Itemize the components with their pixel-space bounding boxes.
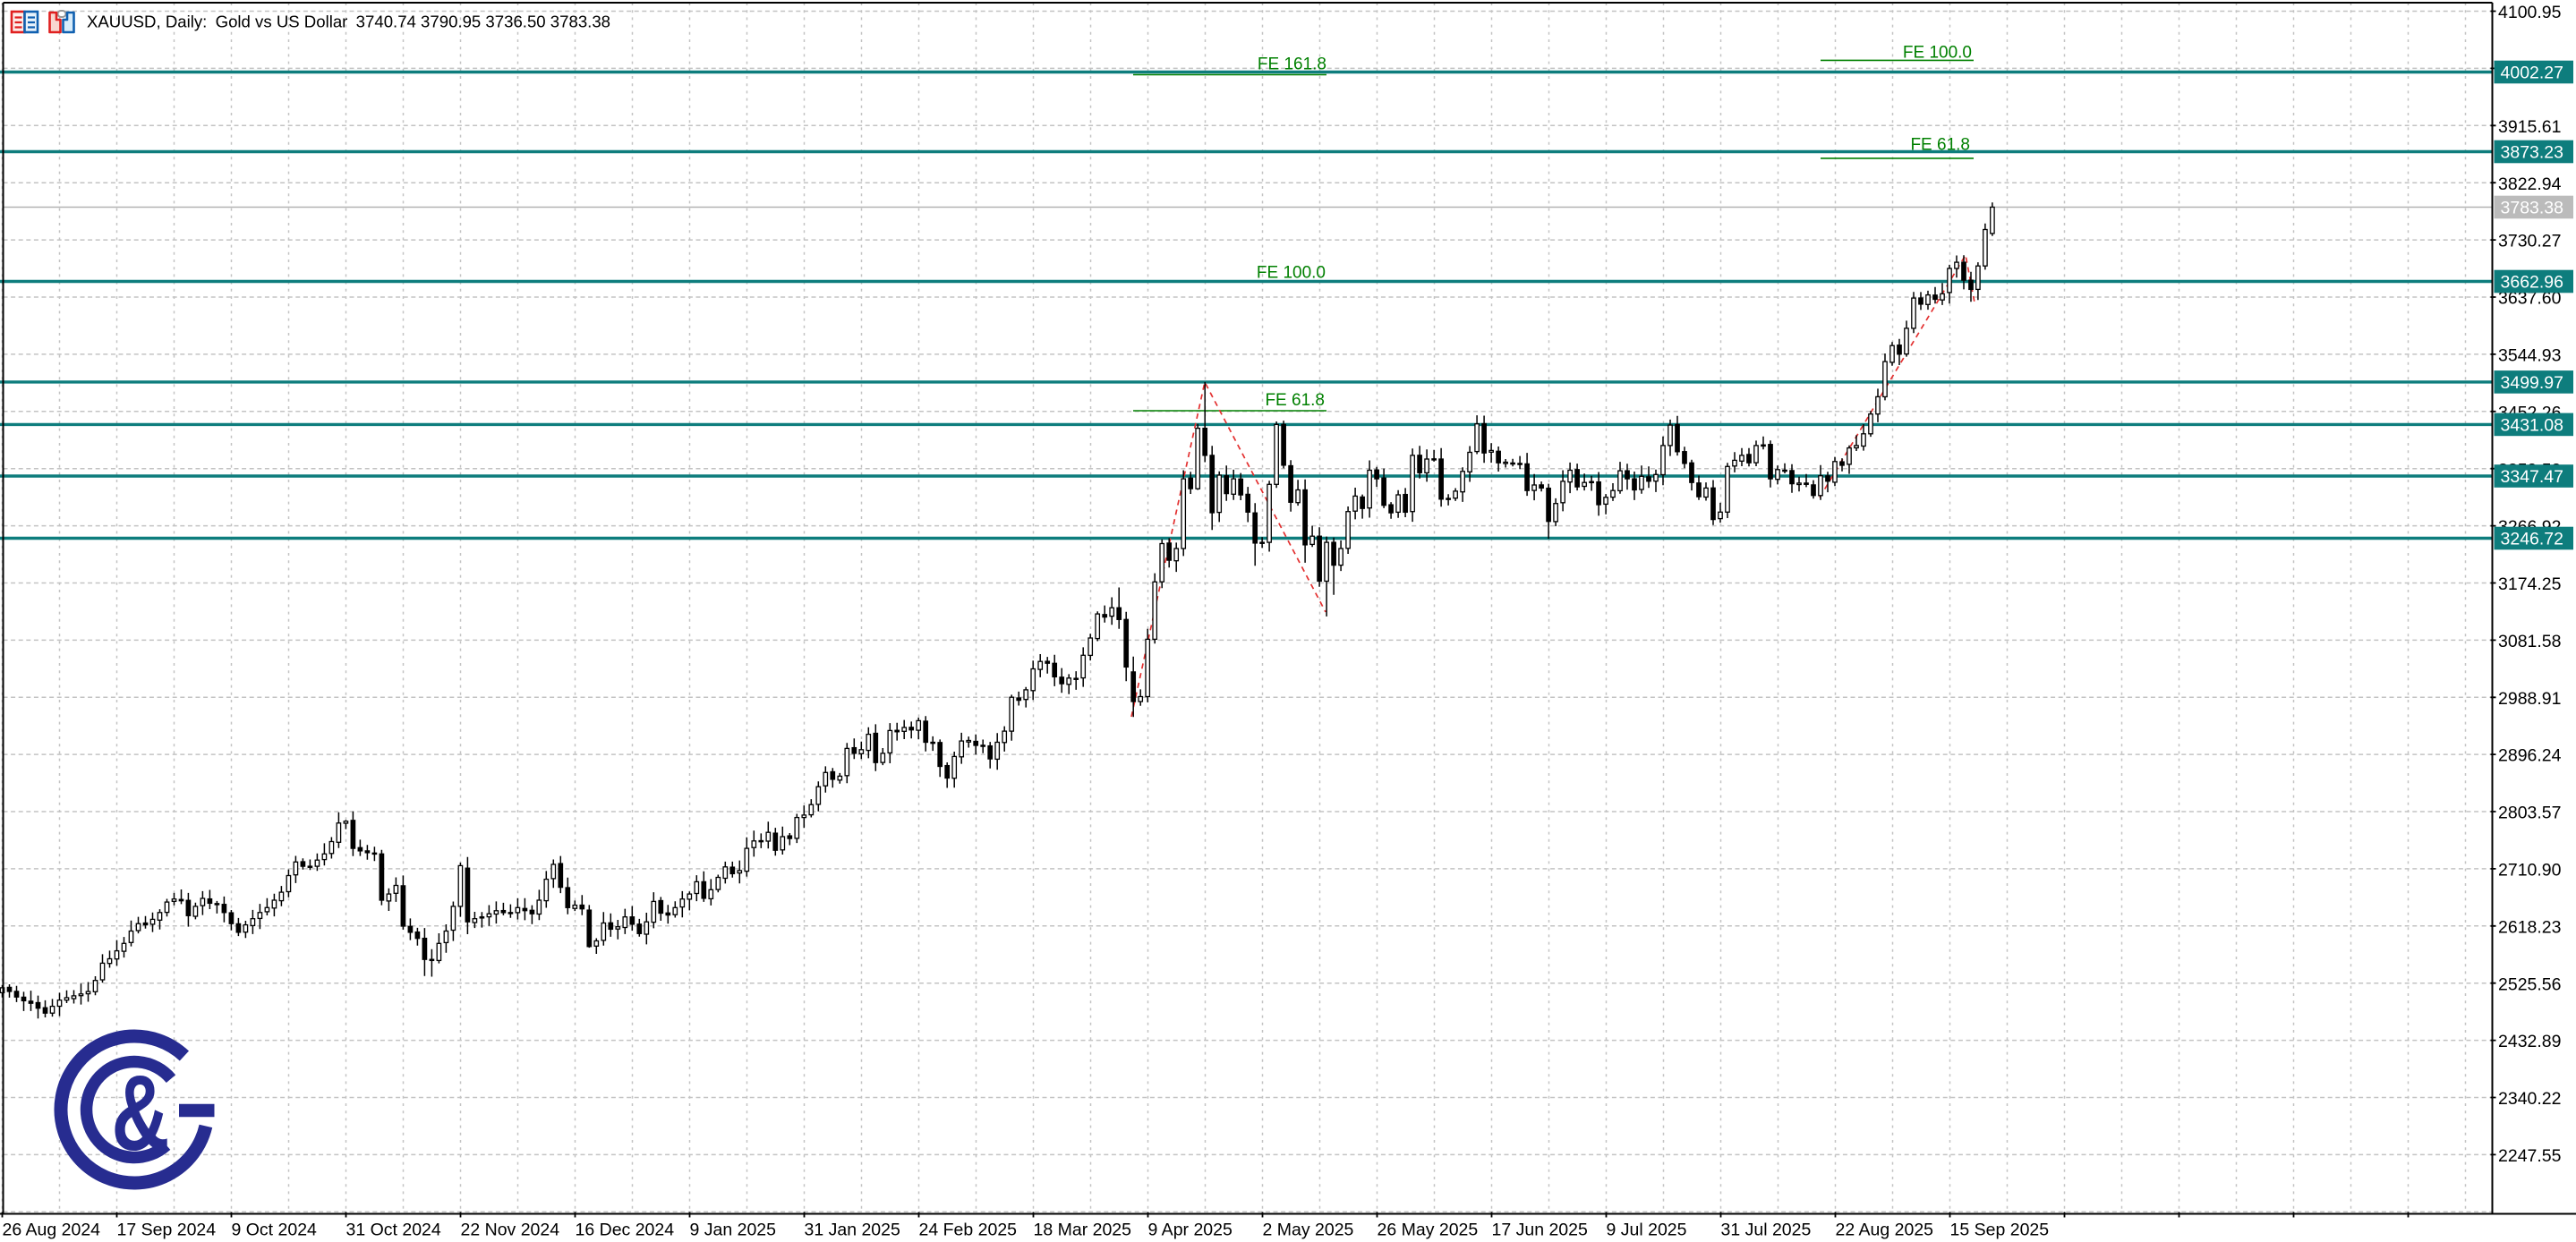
svg-text:2525.56: 2525.56 [2498, 974, 2562, 994]
svg-text:3347.47: 3347.47 [2501, 467, 2564, 487]
svg-text:3730.27: 3730.27 [2498, 232, 2562, 251]
svg-text:2803.57: 2803.57 [2498, 804, 2562, 823]
svg-text:&: & [112, 1054, 170, 1174]
svg-text:22 Nov 2024: 22 Nov 2024 [461, 1221, 560, 1240]
svg-text:9 Jul 2025: 9 Jul 2025 [1607, 1221, 1687, 1240]
svg-text:24 Feb 2025: 24 Feb 2025 [919, 1221, 1018, 1240]
svg-text:4002.27: 4002.27 [2501, 63, 2564, 82]
svg-text:2988.91: 2988.91 [2498, 689, 2562, 709]
svg-text:2618.23: 2618.23 [2498, 917, 2562, 937]
svg-text:3873.23: 3873.23 [2501, 142, 2564, 162]
svg-text:4100.95: 4100.95 [2498, 3, 2562, 22]
svg-text:22 Aug 2025: 22 Aug 2025 [1836, 1221, 1934, 1240]
svg-text:FE 161.8: FE 161.8 [1258, 55, 1326, 74]
svg-text:3246.72: 3246.72 [2501, 529, 2564, 549]
svg-text:3822.94: 3822.94 [2498, 174, 2562, 194]
svg-text:3783.38: 3783.38 [2501, 198, 2564, 217]
svg-text:3174.25: 3174.25 [2498, 574, 2562, 594]
svg-text:2 May 2025: 2 May 2025 [1263, 1221, 1354, 1240]
svg-text:2710.90: 2710.90 [2498, 861, 2562, 880]
svg-text:2896.24: 2896.24 [2498, 746, 2562, 766]
svg-text:26 Aug 2024: 26 Aug 2024 [3, 1221, 101, 1240]
svg-text:9 Oct 2024: 9 Oct 2024 [232, 1221, 318, 1240]
svg-text:FE 100.0: FE 100.0 [1257, 264, 1326, 283]
svg-text:26 May 2025: 26 May 2025 [1378, 1221, 1479, 1240]
svg-text:9 Jan 2025: 9 Jan 2025 [690, 1221, 777, 1240]
svg-text:31 Oct 2024: 31 Oct 2024 [346, 1221, 441, 1240]
svg-text:31 Jul 2025: 31 Jul 2025 [1721, 1221, 1812, 1240]
svg-text:17 Sep 2024: 17 Sep 2024 [117, 1221, 217, 1240]
svg-text:15 Sep 2025: 15 Sep 2025 [1950, 1221, 2050, 1240]
svg-text:3662.96: 3662.96 [2501, 272, 2564, 292]
svg-text:2432.89: 2432.89 [2498, 1032, 2562, 1051]
svg-text:FE 61.8: FE 61.8 [1265, 391, 1325, 410]
svg-text:18 Mar 2025: 18 Mar 2025 [1034, 1221, 1132, 1240]
svg-text:17 Jun 2025: 17 Jun 2025 [1492, 1221, 1589, 1240]
svg-text:9 Apr 2025: 9 Apr 2025 [1148, 1221, 1233, 1240]
svg-text:3081.58: 3081.58 [2498, 632, 2562, 651]
svg-text:16 Dec 2024: 16 Dec 2024 [576, 1221, 675, 1240]
svg-text:3544.93: 3544.93 [2498, 346, 2562, 366]
svg-text:3637.60: 3637.60 [2498, 289, 2562, 309]
svg-text:2247.55: 2247.55 [2498, 1146, 2562, 1166]
svg-text:2340.22: 2340.22 [2498, 1089, 2562, 1109]
svg-text:FE 100.0: FE 100.0 [1903, 44, 1972, 63]
svg-text:3499.97: 3499.97 [2501, 373, 2564, 393]
svg-text:FE 61.8: FE 61.8 [1910, 136, 1970, 155]
svg-text:3915.61: 3915.61 [2498, 117, 2562, 137]
svg-text:XAUUSD, Daily: Gold vs US Doll: XAUUSD, Daily: Gold vs US Dollar 3740.74… [87, 13, 610, 31]
svg-text:31 Jan 2025: 31 Jan 2025 [805, 1221, 901, 1240]
svg-text:3431.08: 3431.08 [2501, 415, 2564, 435]
